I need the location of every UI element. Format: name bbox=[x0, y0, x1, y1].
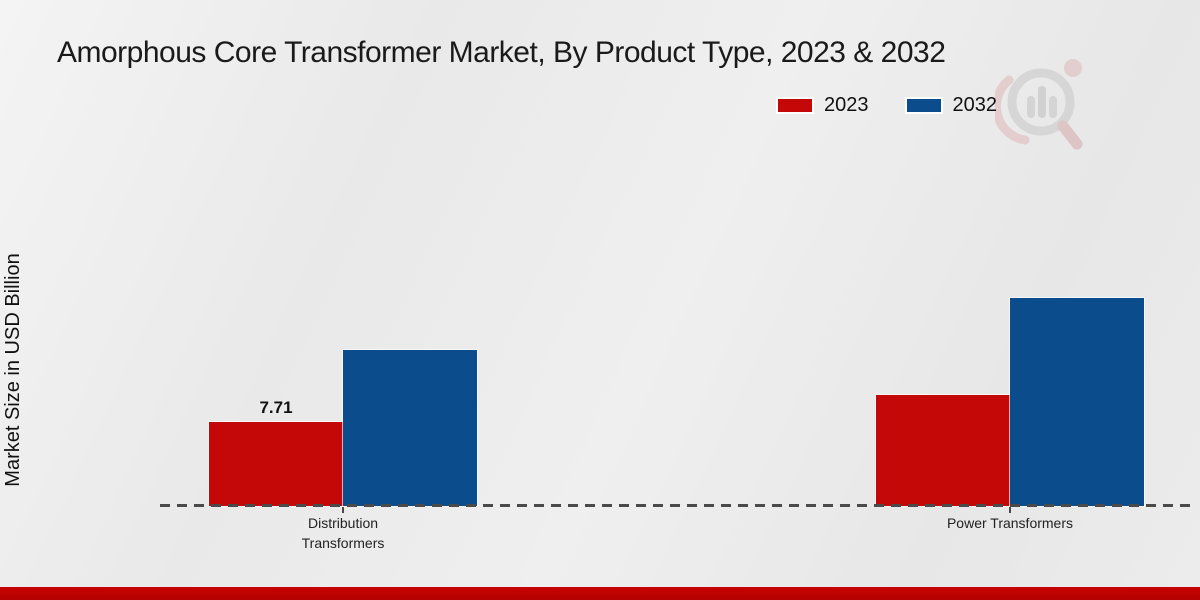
bar-2032-distribution-transformers bbox=[343, 350, 477, 506]
chart-title: Amorphous Core Transformer Market, By Pr… bbox=[57, 36, 946, 69]
legend: 2023 2032 bbox=[778, 94, 997, 117]
legend-item-2023: 2023 bbox=[778, 94, 869, 117]
market-research-future-logo-watermark bbox=[991, 52, 1085, 156]
footer-accent-bar bbox=[0, 587, 1200, 600]
category-label-power-transformers: Power Transformers bbox=[946, 515, 1074, 531]
x-axis-tick-power-transformers bbox=[1009, 507, 1011, 513]
legend-label: 2023 bbox=[824, 94, 869, 116]
bar-2032-power-transformers bbox=[1010, 298, 1144, 506]
legend-swatch-2032 bbox=[906, 99, 941, 112]
legend-item-2032: 2032 bbox=[906, 94, 998, 117]
magnifier-chart-logo-icon bbox=[991, 59, 1083, 150]
bar-2023-distribution-transformers bbox=[209, 422, 343, 506]
x-axis-tick-distribution-transformers bbox=[342, 507, 344, 513]
legend-swatch-2023 bbox=[778, 99, 812, 112]
bar-2023-power-transformers bbox=[876, 395, 1010, 506]
category-label-distribution-transformers: Distribution Transformers bbox=[301, 515, 385, 551]
legend-label: 2032 bbox=[952, 94, 998, 116]
value-label-2023-distribution-transformers: 7.71 bbox=[259, 398, 293, 417]
x-axis-baseline bbox=[160, 504, 1190, 507]
